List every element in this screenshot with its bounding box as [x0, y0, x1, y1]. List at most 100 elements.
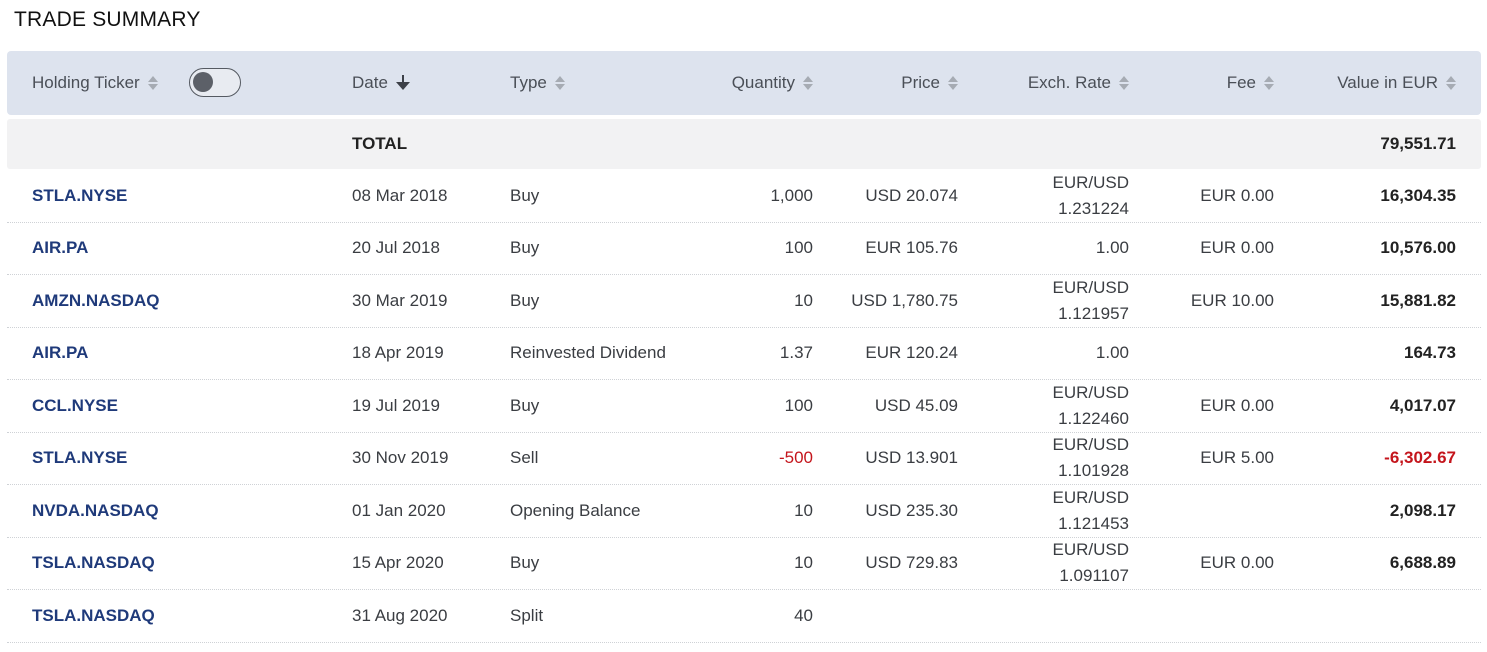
value-cell: 10,576.00	[1380, 238, 1456, 258]
sort-icon	[803, 76, 813, 90]
sort-icon	[1446, 76, 1456, 90]
column-label-type: Type	[510, 73, 547, 92]
ticker-link[interactable]: NVDA.NASDAQ	[32, 500, 159, 520]
exchange-rate-cell: EUR/USD 1.091107	[1052, 538, 1129, 590]
sort-icon	[147, 76, 158, 90]
ticker-link[interactable]: STLA.NYSE	[32, 448, 128, 468]
quantity-cell: 40	[794, 605, 813, 625]
ticker-link[interactable]: AMZN.NASDAQ	[32, 290, 160, 310]
date-cell: 31 Aug 2020	[352, 605, 448, 625]
table-row[interactable]: STLA.NYSE 30 Nov 2019 Sell -500 USD 13.901 EU…	[7, 433, 1481, 485]
type-cell: Opening Balance	[510, 500, 641, 520]
ticker-link[interactable]: AIR.PA	[32, 238, 89, 258]
sort-icon	[948, 76, 958, 90]
column-header-quantity[interactable]: Quantity	[732, 51, 813, 115]
price-cell: EUR 105.76	[865, 238, 958, 258]
exchange-rate-value: 1.00	[1095, 238, 1129, 258]
column-header-date[interactable]: Date	[352, 51, 410, 115]
date-cell: 19 Jul 2019	[352, 395, 440, 415]
exchange-rate-pair: EUR/USD	[1052, 540, 1129, 560]
date-cell: 30 Nov 2019	[352, 448, 449, 468]
ticker-link[interactable]: TSLA.NASDAQ	[32, 605, 155, 625]
quantity-cell: 10	[794, 553, 813, 573]
exchange-rate-cell: EUR/USD 1.231224	[1052, 170, 1129, 222]
table-row[interactable]: STLA.NYSE 08 Mar 2018 Buy 1,000 USD 20.074 EU…	[7, 170, 1481, 223]
table-row[interactable]: AMZN.NASDAQ 30 Mar 2019 Buy 10 USD 1,780.75 E…	[7, 275, 1481, 328]
type-cell: Buy	[510, 185, 540, 205]
column-label-price: Price	[901, 73, 940, 92]
exchange-rate-stack: EUR/USD 1.101928	[1052, 432, 1129, 484]
exchange-rate-cell: 1.00	[1096, 328, 1129, 380]
column-header-fee[interactable]: Fee	[1227, 51, 1274, 115]
table-row[interactable]: AIR.PA 18 Apr 2019 Reinvested Dividend 1.37…	[7, 328, 1481, 380]
table-row[interactable]: TSLA.NASDAQ 15 Apr 2020 Buy 10 USD 729.83 EUR…	[7, 538, 1481, 590]
date-cell: 18 Apr 2019	[352, 343, 444, 363]
type-cell: Reinvested Dividend	[510, 343, 666, 363]
exchange-rate-cell: EUR/USD 1.101928	[1052, 433, 1129, 485]
quantity-cell: 100	[784, 238, 813, 258]
date-cell: 08 Mar 2018	[352, 185, 448, 205]
table-row[interactable]: TSLA.NASDAQ 31 Aug 2020 Split 40	[7, 590, 1481, 643]
total-value: 79,551.71	[1380, 134, 1456, 153]
date-cell: 01 Jan 2020	[352, 500, 446, 520]
date-cell: 20 Jul 2018	[352, 238, 440, 258]
column-header-type[interactable]: Type	[510, 51, 565, 115]
column-label-date: Date	[352, 73, 388, 92]
column-header-value[interactable]: Value in EUR	[1337, 51, 1456, 115]
column-header-ticker[interactable]: Holding Ticker	[32, 51, 158, 115]
value-cell: 15,881.82	[1380, 290, 1456, 310]
trade-table-body: STLA.NYSE 08 Mar 2018 Buy 1,000 USD 20.074 EU…	[7, 170, 1481, 643]
exchange-rate-value: 1.00	[1095, 343, 1129, 363]
table-row[interactable]: NVDA.NASDAQ 01 Jan 2020 Opening Balance 10 U…	[7, 485, 1481, 538]
column-label-quantity: Quantity	[731, 73, 795, 92]
type-cell: Split	[510, 605, 544, 625]
fee-cell: EUR 10.00	[1190, 290, 1274, 310]
table-row[interactable]: CCL.NYSE 19 Jul 2019 Buy 100 USD 45.09 EUR 0.…	[7, 380, 1481, 433]
value-cell: 164.73	[1404, 343, 1456, 363]
ticker-link[interactable]: CCL.NYSE	[32, 395, 118, 415]
exchange-rate-value: 1.231224	[1058, 198, 1129, 218]
exchange-rate-cell: EUR/USD 1.121453	[1052, 485, 1129, 537]
ticker-toggle-switch[interactable]	[189, 68, 241, 97]
fee-cell: EUR 5.00	[1200, 448, 1274, 468]
exchange-rate-value: 1.122460	[1058, 408, 1129, 428]
fee-cell: EUR 0.00	[1200, 185, 1274, 205]
quantity-cell: -500	[778, 448, 813, 468]
exchange-rate-stack: 1.00	[1096, 340, 1129, 366]
column-label-ticker: Holding Ticker	[32, 73, 140, 92]
date-cell: 30 Mar 2019	[352, 290, 448, 310]
fee-cell: EUR 0.00	[1200, 553, 1274, 573]
ticker-link[interactable]: STLA.NYSE	[32, 185, 128, 205]
table-row[interactable]: AIR.PA 20 Jul 2018 Buy 100 EUR 105.76 EUR 0.0…	[7, 223, 1481, 275]
exchange-rate-cell: EUR/USD 1.122460	[1052, 380, 1129, 432]
exchange-rate-value: 1.121453	[1058, 513, 1129, 533]
exchange-rate-stack: EUR/USD 1.121957	[1052, 275, 1129, 327]
type-cell: Buy	[510, 553, 540, 573]
fee-cell: EUR 0.00	[1200, 395, 1274, 415]
ticker-link[interactable]: AIR.PA	[32, 343, 89, 363]
column-header-price[interactable]: Price	[901, 51, 958, 115]
table-header: Holding Ticker Date Type Quantity Price …	[7, 51, 1481, 115]
type-cell: Sell	[510, 448, 539, 468]
price-cell: USD 1,780.75	[851, 290, 958, 310]
column-header-rate[interactable]: Exch. Rate	[1028, 51, 1129, 115]
exchange-rate-stack: EUR/USD 1.231224	[1052, 170, 1129, 222]
quantity-cell: 100	[784, 395, 813, 415]
type-cell: Buy	[510, 238, 540, 258]
sort-icon	[1119, 76, 1129, 90]
price-cell: USD 13.901	[865, 448, 958, 468]
value-cell: -6,302.67	[1384, 448, 1456, 468]
sort-icon	[1264, 76, 1274, 90]
price-cell: USD 729.83	[865, 553, 958, 573]
exchange-rate-pair: EUR/USD	[1052, 487, 1129, 507]
column-label-value: Value in EUR	[1337, 73, 1438, 92]
exchange-rate-pair: EUR/USD	[1052, 172, 1129, 192]
exchange-rate-stack: EUR/USD 1.091107	[1052, 537, 1129, 589]
date-cell: 15 Apr 2020	[352, 553, 444, 573]
value-cell: 2,098.17	[1389, 500, 1456, 520]
ticker-link[interactable]: TSLA.NASDAQ	[32, 553, 155, 573]
exchange-rate-pair: EUR/USD	[1052, 435, 1129, 455]
price-cell: EUR 120.24	[865, 343, 958, 363]
total-label: TOTAL	[352, 134, 408, 153]
sort-descending-icon	[395, 75, 410, 91]
